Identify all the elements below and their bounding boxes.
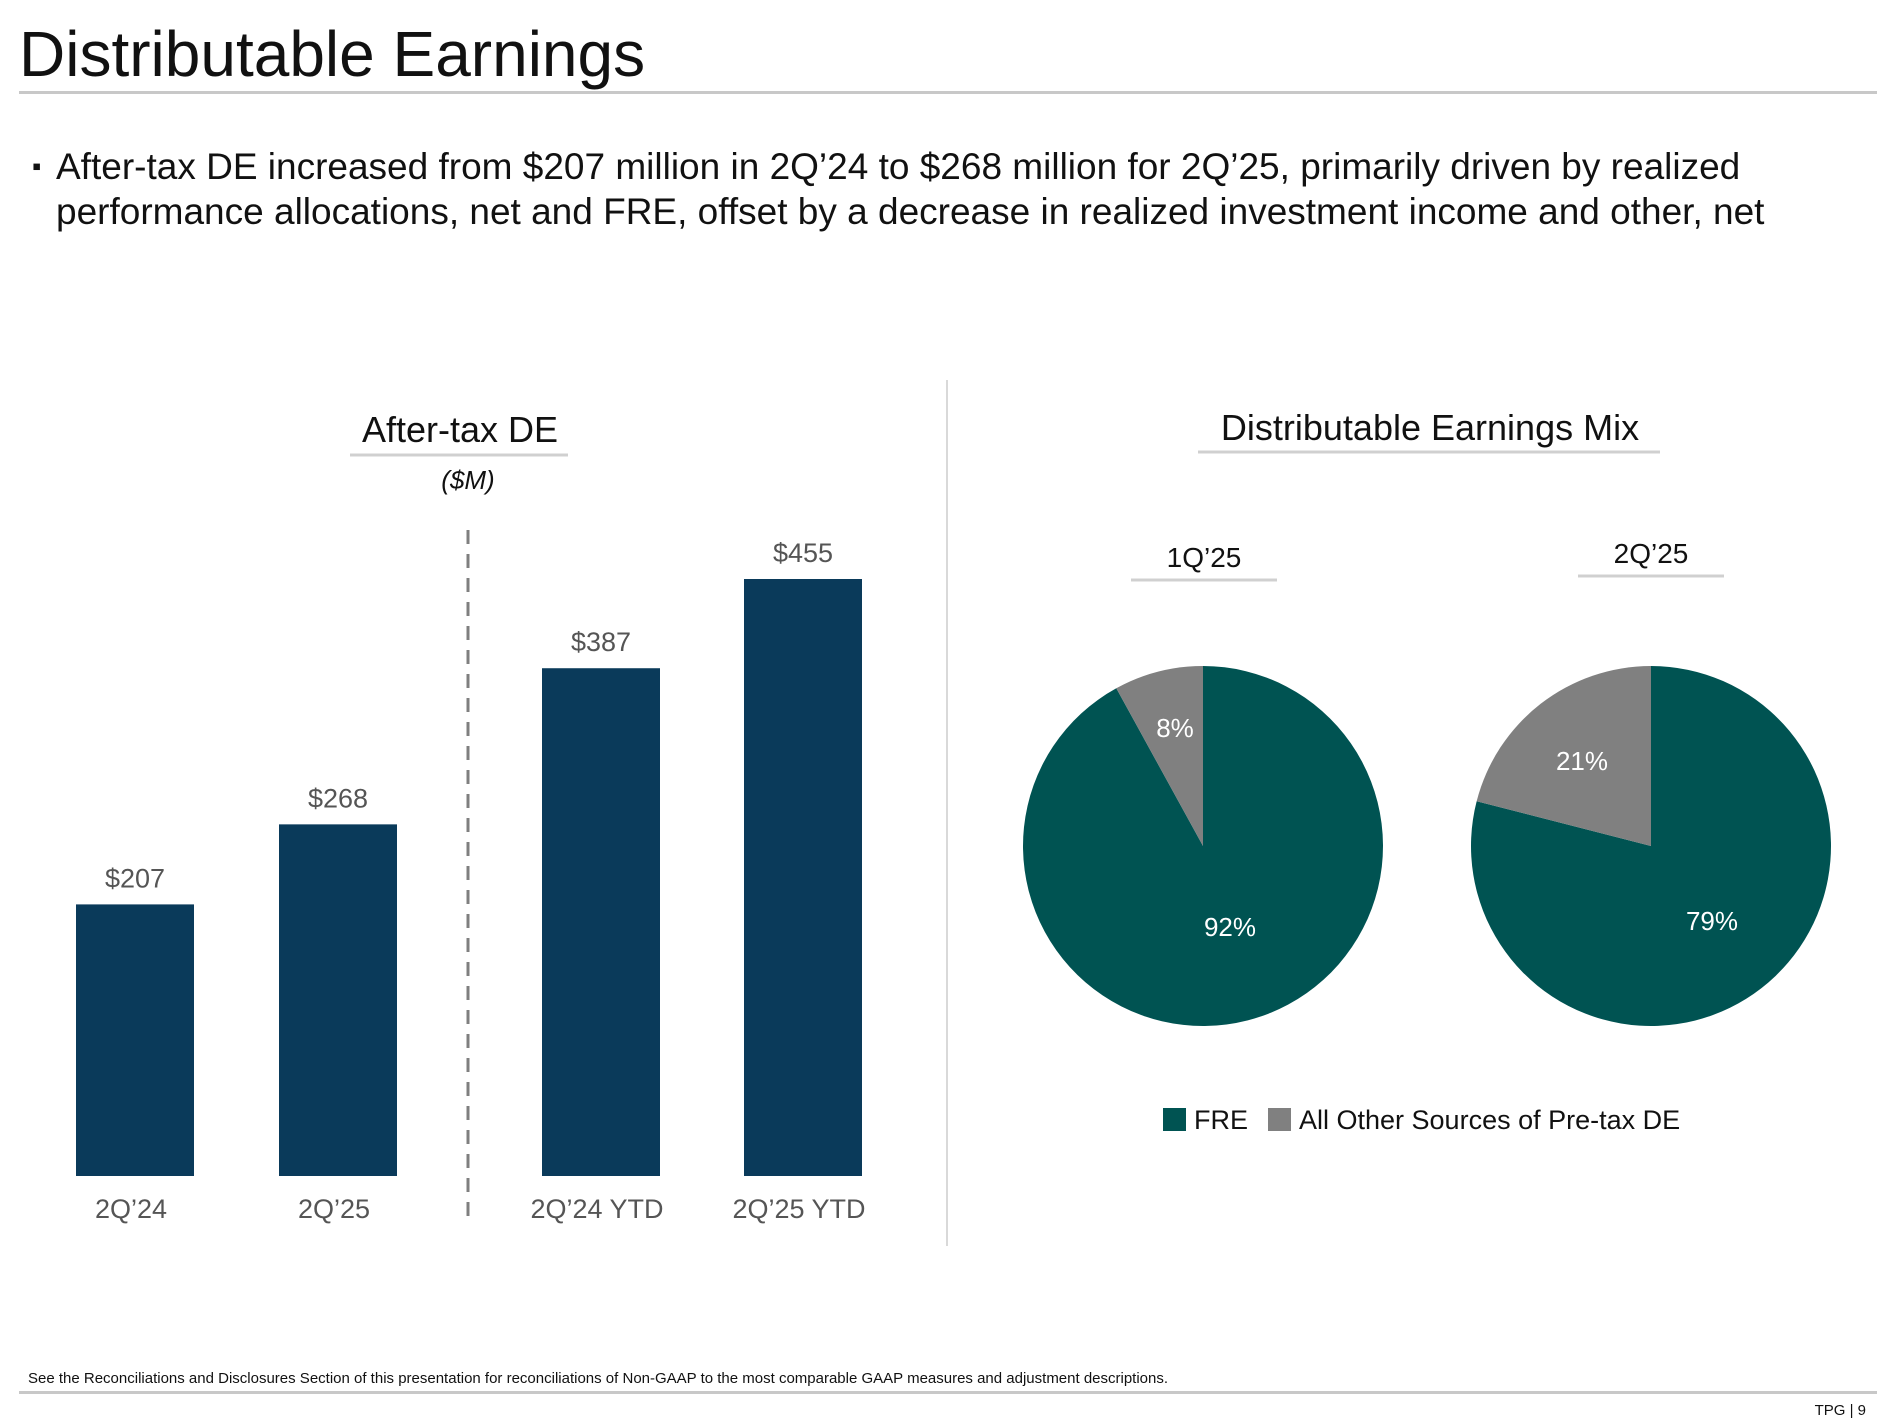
bar-value-label: $455 [773,538,833,568]
pie-slice-label: 8% [1156,713,1194,743]
pie-1q-25: 1Q’25 92% 8% [1022,542,1383,1026]
legend-label: FRE [1194,1105,1248,1135]
pie-period-label: 2Q’25 [1614,538,1689,569]
page-title: Distributable Earnings [19,18,646,90]
pie-2q-25: 2Q’25 79% 21% [1471,538,1832,1026]
bar-category-label: 2Q’24 [95,1194,167,1224]
pie-slice-label: 21% [1556,746,1608,776]
bar-chart-title: After-tax DE [362,409,558,450]
bullet-icon: ▪ [32,151,42,181]
pie-chart-title: Distributable Earnings Mix [1221,407,1639,448]
after-tax-de-chart: After-tax DE ($M) $207 2Q’24 $268 2Q’25 $387… [76,409,866,1224]
summary-text: After-tax DE increased from $207 million… [56,146,1765,232]
charts-canvas: After-tax DE ($M) $207 2Q’24 $268 2Q’25 $387… [76,407,1832,1224]
title-divider [19,91,1877,94]
bar-value-label: $387 [571,627,631,657]
pie-slice-all-other-sources-of-pre-tax-de [1476,665,1651,846]
bar-chart-subtitle: ($M) [441,465,494,495]
legend-label: All Other Sources of Pre-tax DE [1299,1105,1680,1135]
bar-value-label: $207 [105,863,165,893]
earnings-mix-chart: Distributable Earnings Mix 1Q’25 92% 8% 2Q’… [1022,407,1832,1135]
bar-category-label: 2Q’25 [298,1194,370,1224]
bar-2q-25-ytd [744,579,862,1176]
pie-slice-label: 92% [1204,912,1256,942]
footnote: See the Reconciliations and Disclosures … [28,1370,1169,1387]
pie-slice-label: 79% [1686,906,1738,936]
legend-item-all-other-sources-of-pre-tax-de: All Other Sources of Pre-tax DE [1268,1105,1680,1135]
bar-2q-24 [76,904,194,1176]
bar-2q-24-ytd [542,668,660,1176]
legend-swatch [1268,1108,1291,1131]
page-number: TPG | 9 [1814,1402,1866,1419]
legend-swatch [1163,1108,1186,1131]
footer-divider [19,1391,1877,1394]
legend-item-fre: FRE [1163,1105,1248,1135]
bar-category-label: 2Q’25 YTD [732,1194,865,1224]
pie-slice-all-other-sources-of-pre-tax-de [1116,666,1203,846]
pie-period-label: 1Q’25 [1167,542,1242,573]
bar-value-label: $268 [308,783,368,813]
chart-divider [946,380,948,1246]
bar-category-label: 2Q’24 YTD [530,1194,663,1224]
bar-2q-25 [279,824,397,1176]
